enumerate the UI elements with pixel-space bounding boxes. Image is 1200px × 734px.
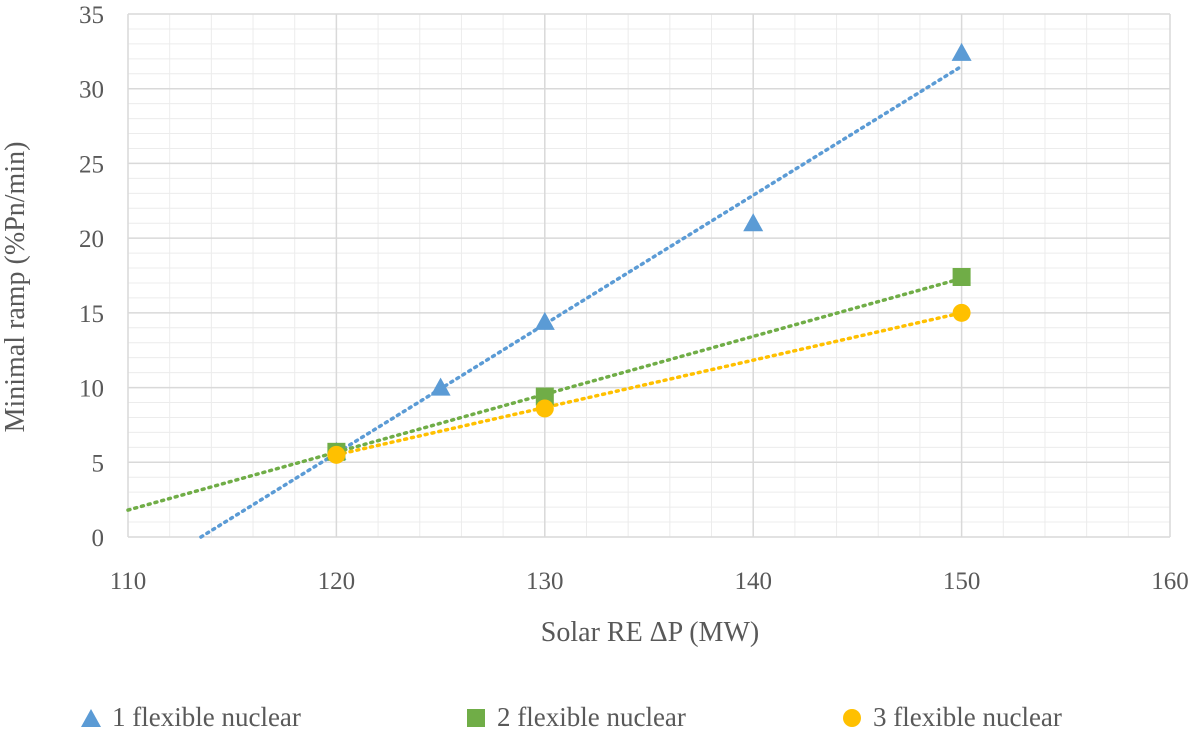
data-point-series-1 (430, 377, 451, 396)
data-point-series-1 (743, 213, 764, 232)
legend-item-series-1: 1 flexible nuclear (80, 702, 301, 733)
scatter-chart: 110 120 130 140 150 160 0 5 10 15 20 25 30 35 Solar … (0, 2, 1189, 648)
x-tick-label: 110 (110, 568, 147, 595)
data-point-series-1 (534, 311, 555, 330)
triangle-marker-icon (81, 708, 101, 727)
x-tick-label: 120 (318, 568, 356, 595)
circle-marker-icon (843, 708, 861, 727)
x-tick-label: 130 (526, 568, 564, 595)
legend-label-series-2: 2 flexible nuclear (497, 702, 686, 732)
square-marker-icon (467, 708, 485, 727)
y-tick-label: 15 (79, 301, 104, 328)
x-tick-label: 140 (734, 568, 772, 595)
major-gridlines (127, 13, 1171, 538)
y-tick-label: 25 (79, 151, 104, 178)
legend: 1 flexible nuclear 2 flexible nuclear 3 … (0, 702, 1200, 734)
legend-item-series-2: 2 flexible nuclear (465, 702, 686, 733)
y-axis-tick-labels: 0 5 10 15 20 25 30 35 (79, 2, 104, 552)
x-axis-title: Solar RE ΔP (MW) (541, 617, 759, 648)
y-tick-label: 5 (92, 450, 105, 477)
data-point-series-1 (951, 42, 972, 61)
legend-label-series-3: 3 flexible nuclear (873, 702, 1062, 732)
data-point-series-2 (952, 267, 971, 286)
x-tick-label: 160 (1151, 568, 1189, 595)
data-markers (326, 42, 972, 464)
y-tick-label: 10 (79, 376, 104, 403)
y-tick-label: 20 (79, 226, 104, 253)
y-tick-label: 30 (79, 77, 104, 104)
y-tick-label: 35 (79, 2, 104, 29)
legend-label-series-1: 1 flexible nuclear (112, 702, 301, 732)
y-tick-label: 0 (92, 525, 105, 552)
trendline-series-3 (334, 311, 964, 457)
x-tick-label: 150 (943, 568, 981, 595)
data-point-series-3 (535, 399, 554, 418)
y-axis-title: Minimal ramp (%Pn/min) (0, 142, 31, 433)
x-axis-tick-labels: 110 120 130 140 150 160 (110, 568, 1189, 595)
data-point-series-3 (327, 445, 346, 464)
minor-gridlines (127, 13, 1171, 538)
trendline-series-1 (199, 64, 964, 539)
data-point-series-3 (952, 303, 971, 322)
legend-item-series-3: 3 flexible nuclear (841, 702, 1062, 733)
